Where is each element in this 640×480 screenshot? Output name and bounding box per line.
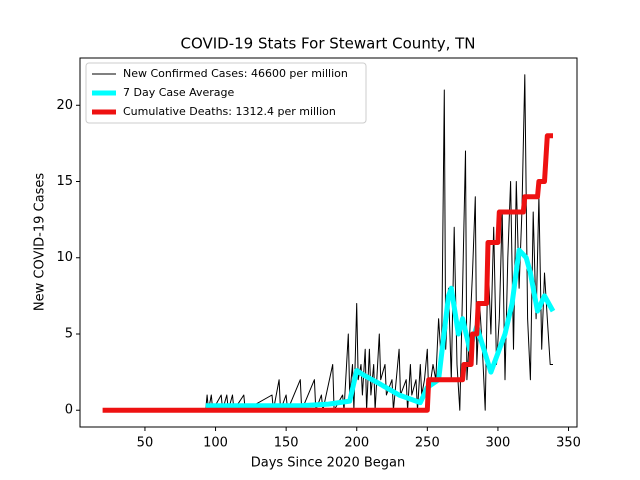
chart-title: COVID-19 Stats For Stewart County, TN [180, 35, 475, 53]
series-line [205, 247, 556, 409]
x-tick-label: 50 [137, 436, 154, 451]
legend-box [85, 62, 367, 124]
y-tick-label: 20 [56, 98, 73, 113]
series-line [102, 133, 553, 413]
x-tick-label: 100 [203, 436, 228, 451]
x-tick-label: 150 [274, 436, 299, 451]
x-tick-label: 250 [415, 436, 440, 451]
y-axis-label: New COVID-19 Cases [33, 173, 48, 311]
axes-frame [79, 57, 578, 428]
legend-label: New Confirmed Cases: 46600 per million [123, 67, 348, 80]
x-tick-label: 300 [486, 436, 511, 451]
y-tick-label: 10 [56, 250, 73, 265]
x-tick-label: 350 [556, 436, 581, 451]
legend-label: 7 Day Case Average [123, 86, 235, 99]
y-tick-label: 5 [65, 326, 73, 341]
legend-label: Cumulative Deaths: 1312.4 per million [123, 105, 336, 118]
x-axis-label: Days Since 2020 Began [251, 456, 406, 471]
y-tick-label: 0 [65, 403, 73, 418]
x-tick-label: 200 [344, 436, 369, 451]
y-tick-label: 15 [56, 174, 73, 189]
